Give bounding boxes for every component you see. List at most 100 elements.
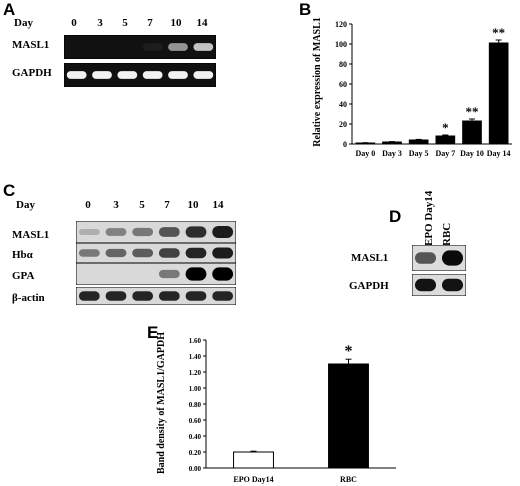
band-hbα-3 <box>158 248 180 258</box>
panel-b-x-tick-label: Day 5 <box>409 149 429 158</box>
panel-b-x-tick-label: Day 14 <box>487 149 511 158</box>
panel-d-letter: D <box>389 207 402 226</box>
band-β-actin-1 <box>105 291 127 301</box>
panel-e-y-tick-label: 0.60 <box>189 417 202 425</box>
panel-d-blot-masl1 <box>412 245 466 271</box>
panel-b-letter: B <box>299 0 312 19</box>
panel-b-y-tick-label: 0 <box>343 140 347 149</box>
band-gapdh-3 <box>142 71 163 79</box>
panel-b-x-tick-label: Day 0 <box>355 149 375 158</box>
panel-e-bar <box>328 363 369 469</box>
band-masl1-1 <box>105 228 127 236</box>
panel-b-bars: ***** <box>355 25 509 145</box>
band-β-actin-3 <box>158 291 180 301</box>
panel-d-row-label-gapdh: GAPDH <box>349 280 389 292</box>
panel-e-y-tick-label: 1.20 <box>189 369 202 377</box>
band-gpa-4 <box>185 267 207 281</box>
panel-d-row-label-masl1: MASL1 <box>351 252 389 264</box>
band-gapdh-5 <box>193 71 214 79</box>
band-gapdh-4 <box>168 71 188 79</box>
panel-c-day-0: 0 <box>85 199 91 211</box>
panel-b-significance-mark: * <box>442 120 449 135</box>
band-hbα-4 <box>185 247 207 259</box>
panel-c-day-label: Day <box>16 199 35 211</box>
panel-c-blot-masl1 <box>76 221 236 243</box>
band-gapdh-1 <box>441 278 464 292</box>
panel-b-y-tick-label: 40 <box>339 100 347 109</box>
band-hbα-2 <box>132 248 154 258</box>
band-gapdh-0 <box>66 71 87 79</box>
panel-a-day-10: 10 <box>170 17 182 29</box>
panel-e-y-tick-label: 0.20 <box>189 449 202 457</box>
panel-c-row-label-hba: Hbα <box>12 249 33 261</box>
panel-b-bar <box>462 120 482 145</box>
panel-b-x-labels: Day 0 Day 3 Day 5 Day 7 Day 10 Day 14 <box>355 149 510 158</box>
panel-e-significance-mark: * <box>345 343 353 360</box>
panel-c-day-14: 14 <box>212 199 224 211</box>
panel-c-day-7: 7 <box>164 199 170 211</box>
panel-c-blot-beta-actin <box>76 287 236 305</box>
panel-c-row-label-masl1: MASL1 <box>12 229 50 241</box>
band-masl1-0 <box>414 252 437 264</box>
panel-c-day-10: 10 <box>187 199 199 211</box>
panel-e-y-tick-label: 0.80 <box>189 401 202 409</box>
panel-e-bars: * <box>233 343 369 469</box>
panel-b-bar <box>488 42 509 145</box>
band-hbα-0 <box>78 249 100 257</box>
panel-d-blot-gapdh <box>412 274 466 296</box>
panel-b-x-tick-label: Day 10 <box>460 149 484 158</box>
panel-a-day-5: 5 <box>122 17 128 29</box>
panel-b-y-ticks: 0 20 40 60 80 100 120 <box>335 20 352 149</box>
panel-b-x-tick-label: Day 7 <box>435 149 455 158</box>
panel-a-day-0: 0 <box>71 17 77 29</box>
band-masl1-4 <box>185 226 207 238</box>
panel-a-letter: A <box>3 0 16 19</box>
panel-b-y-tick-label: 120 <box>335 20 347 29</box>
band-masl1-5 <box>193 43 214 51</box>
panel-b-y-tick-label: 80 <box>339 60 347 69</box>
panel-a-day-label: Day <box>14 17 33 29</box>
band-β-actin-0 <box>78 291 100 301</box>
panel-b-x-tick-label: Day 3 <box>382 149 402 158</box>
panel-b-y-axis-label: Relative expression of MASL1 <box>312 17 323 147</box>
panel-b-bar <box>408 139 429 145</box>
panel-b-axes <box>351 24 512 145</box>
panel-e-y-tick-label: 1.60 <box>189 337 202 345</box>
panel-b-y-tick-label: 60 <box>339 80 347 89</box>
panel-d-lane-label-epo-day14: EPO Day14 <box>423 190 435 246</box>
band-masl1-3 <box>142 43 163 51</box>
band-hbα-1 <box>105 248 127 258</box>
panel-e-letter: E <box>147 323 159 342</box>
panel-b-significance-mark: ** <box>466 104 479 119</box>
panel-b-y-tick-label: 100 <box>335 40 347 49</box>
panel-a-row-label-gapdh: GAPDH <box>12 67 52 79</box>
band-gpa-5 <box>212 267 234 281</box>
panel-a-gel-gapdh <box>64 63 216 87</box>
panel-e-y-tick-label: 1.40 <box>189 353 202 361</box>
band-masl1-2 <box>132 227 154 237</box>
panel-d-lane-label-rbc: RBC <box>441 223 453 246</box>
band-gapdh-1 <box>92 71 112 79</box>
panel-e-x-tick-label: RBC <box>340 475 357 484</box>
band-β-actin-4 <box>185 291 207 301</box>
panel-e-y-axis-label: Band density of MASL1/GAPDH <box>156 332 167 474</box>
band-masl1-5 <box>212 225 234 239</box>
panel-c-row-label-gpa: GPA <box>12 270 35 282</box>
panel-a-day-14: 14 <box>196 17 208 29</box>
panel-e-bar <box>233 451 274 469</box>
panel-c-letter: C <box>3 181 16 200</box>
panel-c-day-5: 5 <box>139 199 145 211</box>
panel-e-y-tick-label: 0.40 <box>189 433 202 441</box>
panel-b-bar <box>435 135 456 145</box>
band-β-actin-2 <box>132 291 154 301</box>
panel-e-y-tick-label: 1.00 <box>189 385 202 393</box>
panel-c-day-3: 3 <box>113 199 119 211</box>
panel-b-significance-mark: ** <box>492 25 505 40</box>
panel-b-y-tick-label: 20 <box>339 120 347 129</box>
panel-a-day-3: 3 <box>97 17 103 29</box>
band-hbα-5 <box>212 247 234 259</box>
band-masl1-1 <box>441 250 464 266</box>
panel-e-x-tick-label: EPO Day14 <box>233 475 273 484</box>
panel-e-y-ticks: 0.00 0.20 0.40 0.60 0.80 1.00 1.20 1.40 1.60 <box>189 337 206 473</box>
band-masl1-4 <box>168 43 188 51</box>
